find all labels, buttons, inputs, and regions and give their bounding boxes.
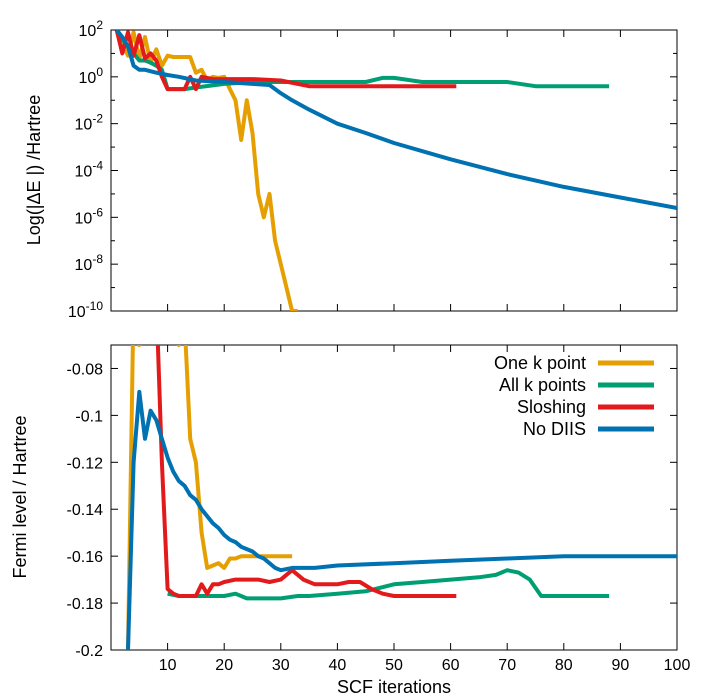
- top-series-line-one-k-point: [114, 30, 298, 311]
- bottom-series-group: [126, 345, 677, 650]
- bottom-x-tick-label: 100: [664, 657, 691, 674]
- legend-label-no-diis: No DIIS: [523, 419, 586, 439]
- bottom-x-tick-label: 70: [498, 657, 516, 674]
- bottom-series-line-one-k-point: [126, 345, 293, 650]
- bottom-y-tick-label: -0.16: [67, 549, 104, 566]
- bottom-y-tick-labels: -0.08 -0.1 -0.12 -0.14 -0.16 -0.18 -0.2: [67, 361, 104, 660]
- bottom-ticks: [111, 345, 678, 651]
- bottom-y-tick-label: -0.18: [67, 596, 104, 613]
- bottom-y-tick-label: -0.12: [67, 455, 104, 472]
- bottom-x-tick-label: 10: [159, 657, 177, 674]
- top-y-tick-labels: 102 100 10-2 10-4 10-6 10-8 10-10: [68, 18, 103, 321]
- bottom-x-tick-label: 90: [612, 657, 630, 674]
- bottom-y-tick-label: -0.14: [67, 502, 104, 519]
- top-series-group: [114, 30, 677, 311]
- legend-label-sloshing: Sloshing: [517, 397, 586, 417]
- bottom-x-tick-label: 20: [215, 657, 233, 674]
- bottom-y-tick-label: -0.08: [67, 361, 104, 378]
- top-y-axis-label: Log(|ΔE |) /Hartree: [24, 95, 44, 245]
- bottom-x-tick-label: 50: [385, 657, 403, 674]
- top-y-tick-label: 10-6: [75, 205, 104, 227]
- bottom-panel-fermi-level: -0.08 -0.1 -0.12 -0.14 -0.16 -0.18 -0.2 10 20 30…: [10, 344, 691, 697]
- bottom-x-tick-labels: 10 20 30 40 50 60 70 80 90 100: [159, 657, 691, 674]
- bottom-series-line-all-k-points: [167, 568, 610, 601]
- bottom-x-tick-label: 40: [329, 657, 347, 674]
- top-series-line-sloshing: [114, 30, 457, 92]
- top-y-tick-label: 100: [79, 65, 104, 87]
- bottom-y-tick-label: -0.1: [75, 408, 103, 425]
- bottom-x-tick-label: 60: [442, 657, 460, 674]
- top-y-tick-label: 10-4: [75, 159, 104, 181]
- bottom-y-axis-label: Fermi level / Hartree: [10, 415, 30, 578]
- top-y-tick-label: 10-2: [75, 112, 104, 134]
- top-series-line-no-diis: [115, 30, 677, 210]
- top-y-tick-label: 10-8: [75, 252, 104, 274]
- top-panel-energy-change: 102 100 10-2 10-4 10-6 10-8 10-10 Log(|ΔE |) /…: [24, 18, 678, 321]
- bottom-series-line-no-diis: [126, 389, 677, 650]
- legend-label-one-k-point: One k point: [494, 353, 586, 373]
- top-y-tick-label: 10-10: [68, 299, 103, 321]
- bottom-y-tick-label: -0.2: [75, 643, 103, 660]
- top-y-tick-label: 102: [79, 18, 104, 40]
- bottom-x-tick-label: 80: [555, 657, 573, 674]
- bottom-series-line-sloshing: [150, 345, 457, 598]
- top-ticks: [111, 29, 678, 312]
- bottom-x-axis-label: SCF iterations: [337, 677, 451, 697]
- legend-label-all-k-points: All k points: [499, 375, 586, 395]
- bottom-x-tick-label: 30: [272, 657, 290, 674]
